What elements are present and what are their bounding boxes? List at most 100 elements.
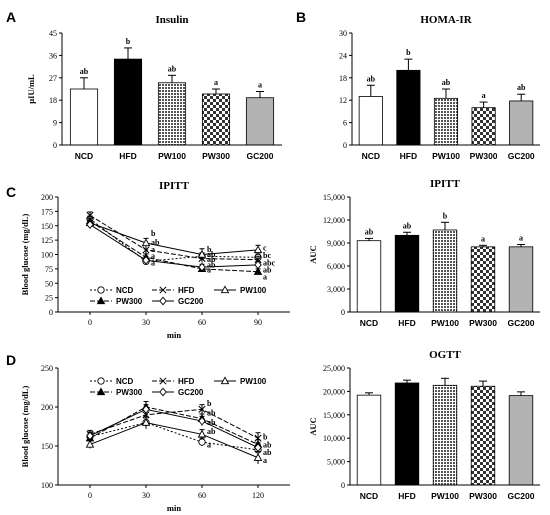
- bar-hfd: [394, 234, 420, 313]
- data-point: [142, 404, 150, 414]
- x-tick-label: 0: [88, 491, 92, 500]
- significance-label: a: [258, 80, 262, 89]
- y-tick-label: 0: [341, 481, 345, 490]
- significance-label: c: [263, 244, 267, 253]
- data-point: [254, 260, 262, 270]
- y-tick-label: 15,000: [323, 193, 345, 202]
- bar-pw100: [157, 82, 187, 146]
- panel-letter-b: B: [296, 9, 306, 25]
- y-tick-label: 10,000: [323, 434, 345, 443]
- category-label: NCD: [360, 491, 378, 501]
- x-axis-label: min: [167, 503, 181, 513]
- y-tick-label: 45: [49, 29, 57, 38]
- significance-label: ab: [207, 250, 216, 259]
- significance-label: ab: [403, 221, 412, 230]
- data-point: [253, 245, 263, 254]
- y-tick-label: 150: [41, 442, 53, 451]
- x-tick-label: 60: [198, 318, 206, 327]
- significance-label: a: [482, 91, 486, 100]
- significance-label: ab: [207, 418, 216, 427]
- bar-hfd: [394, 382, 420, 486]
- data-point: [96, 387, 106, 396]
- bar-pw300: [471, 107, 496, 146]
- significance-label: ab: [207, 408, 216, 417]
- legend-label-gc200: GC200: [178, 297, 204, 306]
- data-point: [142, 411, 150, 419]
- y-tick-label: 5,000: [327, 458, 345, 467]
- data-point: [142, 255, 150, 265]
- significance-label: a: [207, 265, 211, 274]
- homa-ir-bar-chart: HOMA-IR 0 6 12 18 24 30 ab NCD b HFD ab PW100 a PW300 a…: [339, 14, 540, 161]
- data-point: [96, 296, 106, 305]
- significance-label: a: [207, 440, 211, 449]
- significance-label: b: [443, 211, 448, 220]
- data-point: [86, 211, 94, 219]
- ogtt-auc-bar-chart: OGTT AUC 0 5,000 10,000 15,000 20,000 25,000 NCD…: [308, 349, 540, 501]
- y-tick-label: 50: [45, 279, 53, 288]
- bar-hfd: [396, 69, 421, 146]
- y-axis-label: μIU/mL: [26, 74, 36, 104]
- y-tick-label: 15,000: [323, 411, 345, 420]
- significance-label: b: [151, 229, 156, 238]
- data-point: [220, 376, 230, 385]
- bar-gc200: [245, 97, 275, 146]
- y-tick-label: 25: [45, 294, 53, 303]
- category-label: GC200: [508, 491, 535, 501]
- category-label: HFD: [398, 491, 415, 501]
- category-label: HFD: [400, 151, 417, 161]
- significance-label: ab: [263, 265, 272, 274]
- x-tick-label: 30: [142, 491, 150, 500]
- y-axis-label: Blood glucose (mg/dL): [20, 385, 30, 467]
- category-label: PW300: [470, 151, 498, 161]
- data-point: [142, 246, 150, 254]
- data-point: [198, 405, 206, 413]
- y-tick-label: 125: [41, 236, 53, 245]
- data-point: [97, 286, 105, 294]
- y-tick-label: 20,000: [323, 387, 345, 396]
- category-label: PW100: [158, 151, 186, 161]
- chart-title: IPITT: [159, 180, 190, 192]
- significance-label: a: [481, 234, 485, 243]
- data-point: [159, 286, 167, 294]
- significance-label: a: [519, 234, 523, 243]
- category-label: PW300: [202, 151, 230, 161]
- y-tick-label: 27: [49, 74, 57, 83]
- significance-label: ab: [367, 74, 376, 83]
- category-label: NCD: [362, 151, 380, 161]
- series-line-gc200: [89, 224, 259, 268]
- category-label: HFD: [398, 318, 415, 328]
- data-point: [159, 377, 167, 385]
- y-tick-label: 75: [45, 265, 53, 274]
- significance-label: b: [207, 245, 212, 254]
- y-tick-label: 18: [339, 74, 347, 83]
- significance-label: b: [406, 48, 411, 57]
- chart-title: HOMA-IR: [420, 14, 472, 26]
- bar-hfd: [113, 58, 143, 146]
- significance-label: ab: [151, 238, 160, 247]
- data-point: [141, 417, 151, 426]
- y-tick-label: 0: [343, 141, 347, 150]
- category-label: GC200: [508, 151, 535, 161]
- x-tick-label: 30: [142, 318, 150, 327]
- category-label: PW300: [469, 318, 497, 328]
- y-tick-label: 18: [49, 96, 57, 105]
- data-point: [97, 377, 105, 385]
- chart-title: Insulin: [155, 14, 188, 26]
- data-point: [220, 285, 230, 294]
- data-point: [197, 249, 207, 258]
- x-tick-label: 0: [88, 318, 92, 327]
- significance-label: b: [263, 433, 268, 442]
- y-tick-label: 100: [41, 481, 53, 490]
- bar-pw300: [470, 385, 496, 486]
- category-label: PW100: [431, 318, 459, 328]
- x-tick-label: 60: [198, 491, 206, 500]
- ipitt-line-chart: IPITT Blood glucose (mg/dL) min 0 25 50 75 100 1…: [20, 180, 290, 340]
- y-tick-label: 0: [49, 308, 53, 317]
- y-tick-label: 9: [53, 119, 57, 128]
- legend-label-gc200: GC200: [178, 388, 204, 397]
- significance-label: b: [126, 37, 131, 46]
- y-axis-label: AUC: [308, 245, 318, 263]
- y-axis-label: AUC: [308, 417, 318, 435]
- bar-gc200: [508, 246, 534, 313]
